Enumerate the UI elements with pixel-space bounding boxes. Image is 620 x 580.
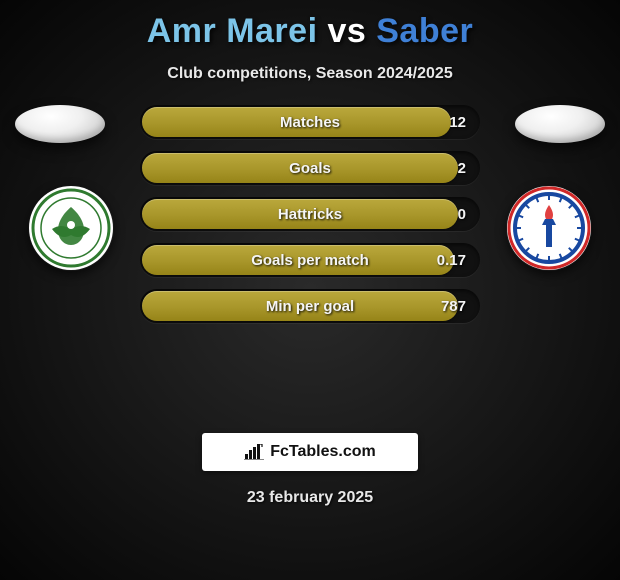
stat-value-left: 2 [458, 151, 466, 185]
bar-chart-icon [244, 444, 264, 460]
subtitle: Club competitions, Season 2024/2025 [0, 65, 620, 83]
player2-club-badge [506, 185, 592, 271]
player1-club-badge [28, 185, 114, 271]
stat-value-left: 12 [449, 105, 466, 139]
player2-name: Saber [376, 12, 473, 50]
avatar-placeholder-icon [15, 105, 105, 143]
brand-text: FcTables.com [270, 443, 376, 461]
stat-fill-left [142, 107, 451, 137]
generated-date: 23 february 2025 [0, 489, 620, 507]
player2-avatar [515, 105, 605, 145]
stat-row: Min per goal787 [140, 289, 480, 323]
page-title: Amr Marei vs Saber [0, 0, 620, 51]
stat-row: Matches12 [140, 105, 480, 139]
stat-fill-left [142, 245, 454, 275]
stat-fill-left [142, 153, 458, 183]
stat-value-left: 0 [458, 197, 466, 231]
stat-fill-left [142, 199, 458, 229]
stat-fill-left [142, 291, 458, 321]
player1-avatar [15, 105, 105, 145]
stat-bars: Matches12 Goals2 Hattricks0 Goals per match… [140, 105, 480, 335]
stat-row: Hattricks0 [140, 197, 480, 231]
brand-attribution[interactable]: FcTables.com [202, 433, 418, 471]
avatar-placeholder-icon [515, 105, 605, 143]
player1-name: Amr Marei [147, 12, 318, 50]
stat-row: Goals2 [140, 151, 480, 185]
vs-separator: vs [327, 12, 366, 50]
comparison-stage: Matches12 Goals2 Hattricks0 Goals per match… [0, 105, 620, 425]
stat-row: Goals per match0.17 [140, 243, 480, 277]
